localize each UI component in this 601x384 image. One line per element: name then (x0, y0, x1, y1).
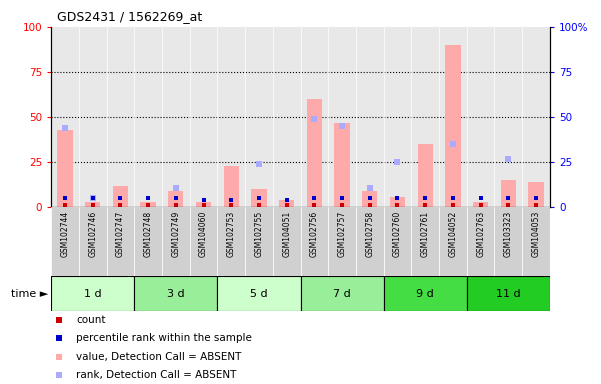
Bar (113, 186, 128, 207)
Text: GSM102753: GSM102753 (227, 211, 236, 257)
Bar (106, 207, 134, 276)
Bar (362, 191, 377, 207)
Text: rank, Detection Call = ABSENT: rank, Detection Call = ABSENT (76, 370, 236, 380)
Bar (300, 207, 328, 276)
Text: time ►: time ► (11, 289, 48, 299)
Text: GSM102748: GSM102748 (144, 211, 153, 257)
Bar (79, 207, 106, 276)
Text: GSM102749: GSM102749 (171, 211, 180, 257)
Bar (501, 180, 516, 207)
Text: GSM102747: GSM102747 (116, 211, 125, 257)
Bar (57, 130, 73, 207)
Text: GSM104052: GSM104052 (448, 211, 457, 257)
Bar (467, 207, 495, 276)
Bar (334, 122, 350, 207)
Bar (245, 207, 273, 276)
Text: GDS2431 / 1562269_at: GDS2431 / 1562269_at (57, 10, 203, 23)
Text: count: count (76, 315, 106, 325)
Bar (411, 207, 439, 276)
Bar (251, 189, 267, 207)
Bar (218, 207, 245, 276)
Bar (168, 191, 183, 207)
Bar (467, 276, 550, 311)
Bar (224, 166, 239, 207)
Bar (196, 202, 211, 207)
Bar (495, 207, 522, 276)
Bar (51, 207, 79, 276)
Text: 9 d: 9 d (416, 289, 434, 299)
Bar (85, 202, 100, 207)
Bar (141, 202, 156, 207)
Bar (473, 202, 488, 207)
Text: GSM102763: GSM102763 (476, 211, 485, 257)
Bar (134, 207, 162, 276)
Text: 3 d: 3 d (167, 289, 185, 299)
Bar (273, 207, 300, 276)
Text: GSM104053: GSM104053 (531, 211, 540, 257)
Bar (356, 207, 383, 276)
Bar (522, 207, 550, 276)
Text: GSM103323: GSM103323 (504, 211, 513, 257)
Text: value, Detection Call = ABSENT: value, Detection Call = ABSENT (76, 352, 242, 362)
Bar (383, 207, 411, 276)
Text: GSM102760: GSM102760 (393, 211, 402, 257)
Text: 7 d: 7 d (333, 289, 351, 299)
Bar (418, 144, 433, 207)
Text: GSM102758: GSM102758 (365, 211, 374, 257)
Text: GSM102757: GSM102757 (338, 211, 347, 257)
Text: 5 d: 5 d (250, 289, 267, 299)
Text: GSM104051: GSM104051 (282, 211, 291, 257)
Text: GSM102761: GSM102761 (421, 211, 430, 257)
Text: GSM102755: GSM102755 (254, 211, 263, 257)
Bar (134, 276, 218, 311)
Bar (190, 207, 218, 276)
Text: GSM104060: GSM104060 (199, 211, 208, 257)
Text: 1 d: 1 d (84, 289, 102, 299)
Text: 11 d: 11 d (496, 289, 520, 299)
Bar (528, 182, 544, 207)
Bar (328, 207, 356, 276)
Bar (383, 276, 467, 311)
Bar (445, 45, 460, 207)
Text: percentile rank within the sample: percentile rank within the sample (76, 333, 252, 343)
Bar (307, 99, 322, 207)
Bar (218, 276, 300, 311)
Text: GSM102746: GSM102746 (88, 211, 97, 257)
Bar (439, 207, 467, 276)
Bar (162, 207, 190, 276)
Bar (279, 200, 294, 207)
Text: GSM102744: GSM102744 (61, 211, 70, 257)
Text: GSM102756: GSM102756 (310, 211, 319, 257)
Bar (300, 276, 383, 311)
Bar (51, 276, 134, 311)
Bar (390, 197, 405, 207)
